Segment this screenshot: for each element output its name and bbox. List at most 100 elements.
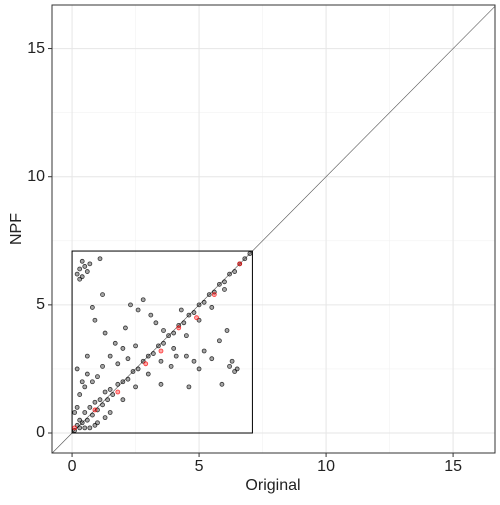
point bbox=[82, 425, 88, 431]
point bbox=[135, 307, 141, 313]
point bbox=[183, 353, 189, 359]
point bbox=[72, 425, 78, 431]
point bbox=[133, 384, 138, 390]
y-tick-label: 10 bbox=[27, 168, 45, 185]
point bbox=[97, 256, 103, 262]
point bbox=[123, 325, 128, 331]
point bbox=[161, 340, 166, 346]
point bbox=[102, 389, 108, 395]
point bbox=[130, 369, 136, 374]
point bbox=[107, 410, 113, 415]
point bbox=[112, 340, 118, 346]
point bbox=[194, 315, 199, 321]
point bbox=[115, 361, 121, 367]
point bbox=[234, 366, 240, 372]
point bbox=[219, 381, 225, 387]
point bbox=[135, 366, 141, 372]
point bbox=[209, 356, 215, 362]
point bbox=[145, 353, 151, 359]
point bbox=[158, 381, 164, 387]
point bbox=[140, 297, 146, 303]
point bbox=[173, 353, 179, 359]
point bbox=[201, 299, 207, 305]
point bbox=[161, 328, 166, 333]
point bbox=[77, 425, 83, 431]
point bbox=[84, 417, 90, 423]
point bbox=[171, 346, 177, 351]
point bbox=[222, 287, 227, 292]
point bbox=[100, 402, 105, 408]
x-tick-label: 0 bbox=[68, 458, 77, 475]
point bbox=[84, 353, 90, 359]
point bbox=[97, 397, 103, 403]
y-axis-title: NPF bbox=[8, 213, 25, 245]
point bbox=[115, 389, 121, 395]
point bbox=[166, 333, 171, 339]
point bbox=[74, 404, 80, 410]
point bbox=[176, 325, 182, 331]
point bbox=[125, 376, 131, 382]
point bbox=[158, 358, 164, 364]
point bbox=[87, 261, 93, 267]
point bbox=[211, 292, 217, 298]
point bbox=[72, 410, 78, 415]
point bbox=[227, 363, 232, 369]
point bbox=[84, 371, 90, 377]
point bbox=[107, 387, 113, 392]
point bbox=[133, 343, 138, 349]
point bbox=[100, 292, 105, 298]
point bbox=[92, 422, 98, 428]
point bbox=[82, 384, 88, 390]
point bbox=[100, 363, 105, 369]
point bbox=[183, 333, 189, 339]
y-tick-label: 5 bbox=[36, 296, 45, 313]
point bbox=[148, 312, 154, 318]
point bbox=[77, 276, 83, 282]
point bbox=[79, 379, 85, 385]
point bbox=[120, 379, 126, 385]
highlight-box bbox=[71, 250, 253, 434]
point bbox=[196, 366, 202, 372]
point bbox=[168, 363, 174, 369]
point bbox=[74, 271, 80, 277]
y-tick-label: 0 bbox=[36, 424, 45, 441]
point bbox=[227, 271, 232, 277]
point bbox=[191, 310, 197, 315]
point bbox=[82, 410, 88, 415]
x-tick-label: 10 bbox=[317, 458, 335, 475]
point bbox=[186, 384, 192, 390]
point bbox=[125, 356, 131, 362]
x-axis-title: Original bbox=[245, 477, 300, 494]
point bbox=[92, 399, 98, 405]
point bbox=[153, 320, 159, 326]
point bbox=[105, 397, 111, 403]
point bbox=[156, 343, 161, 349]
point bbox=[120, 346, 126, 351]
point bbox=[87, 404, 93, 410]
point bbox=[247, 251, 253, 257]
point bbox=[107, 353, 113, 359]
point bbox=[158, 348, 164, 354]
point bbox=[242, 256, 248, 262]
point bbox=[110, 392, 116, 397]
point bbox=[74, 366, 80, 372]
point bbox=[115, 381, 121, 387]
plot-border bbox=[51, 4, 496, 454]
point bbox=[128, 302, 133, 308]
point bbox=[171, 330, 177, 336]
point bbox=[191, 358, 197, 364]
point bbox=[237, 261, 243, 267]
point bbox=[92, 407, 98, 413]
point bbox=[216, 338, 222, 344]
point bbox=[145, 371, 151, 377]
point bbox=[222, 279, 227, 285]
point bbox=[206, 292, 212, 298]
point bbox=[95, 374, 100, 380]
point bbox=[216, 281, 222, 287]
point bbox=[150, 351, 156, 356]
point bbox=[77, 392, 83, 397]
point bbox=[143, 361, 149, 367]
point bbox=[89, 305, 95, 310]
point bbox=[102, 330, 108, 336]
